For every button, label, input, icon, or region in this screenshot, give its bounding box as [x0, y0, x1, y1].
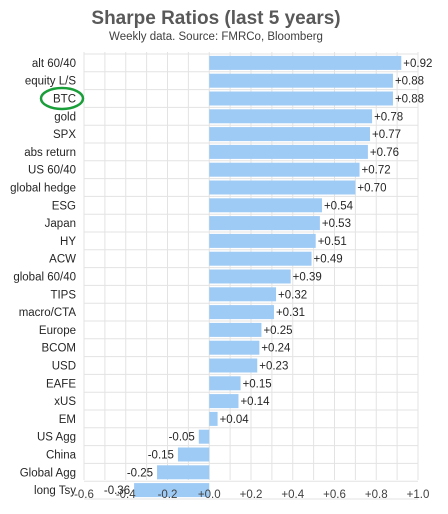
- category-label: BCOM: [42, 343, 77, 355]
- value-label: -0.05: [169, 432, 195, 444]
- value-label: -0.25: [127, 467, 153, 479]
- bar-us-agg: [198, 429, 210, 444]
- category-label: equity L/S: [25, 76, 76, 88]
- highlight: [39, 86, 85, 111]
- value-label: +0.70: [357, 183, 386, 195]
- category-label: TIPS: [50, 289, 76, 301]
- x-tick-label: -0.6: [74, 489, 94, 501]
- category-label: HY: [60, 236, 76, 248]
- category-label: ESG: [52, 200, 76, 212]
- value-label: +0.15: [243, 378, 272, 390]
- category-label: gold: [54, 111, 76, 123]
- value-label: +0.23: [259, 361, 288, 373]
- category-label: global hedge: [10, 183, 76, 195]
- value-label: +0.77: [372, 129, 401, 141]
- category-label: USD: [52, 361, 76, 373]
- bar-abs-return: [209, 144, 368, 159]
- value-label: -0.36: [104, 485, 130, 497]
- value-label: +0.25: [263, 325, 292, 337]
- bar-global-agg: [157, 465, 210, 480]
- bars: [134, 55, 402, 498]
- bar-esg: [209, 198, 322, 213]
- bar-em: [209, 411, 218, 426]
- value-label: +0.88: [395, 94, 424, 106]
- x-tick-label: +1.0: [407, 489, 430, 501]
- value-label: +0.14: [240, 396, 270, 408]
- bar-alt-60-40: [209, 55, 402, 70]
- bar-long-tsy: [134, 483, 210, 498]
- value-label: -0.15: [148, 450, 174, 462]
- value-label: +0.49: [314, 254, 343, 266]
- x-tick-label: -0.2: [158, 489, 178, 501]
- category-label: long Tsy: [34, 485, 76, 497]
- value-label: +0.04: [220, 414, 250, 426]
- x-tick-label: +0.8: [365, 489, 388, 501]
- category-label: EM: [59, 414, 76, 426]
- bar-japan: [209, 216, 320, 231]
- x-tick-label: +0.0: [198, 489, 221, 501]
- x-axis-ticks: -0.6 -0.4 -0.2 +0.0 +0.2 +0.4 +0.6 +0.8 +1.0: [74, 489, 429, 501]
- category-label: Japan: [45, 218, 76, 230]
- value-label: +0.92: [403, 58, 432, 70]
- bar-eafe: [209, 376, 241, 391]
- value-label: +0.32: [278, 289, 307, 301]
- bar-tips: [209, 287, 277, 302]
- bar-global-60-40: [209, 269, 291, 284]
- category-label: Europe: [39, 325, 76, 337]
- value-label: +0.53: [322, 218, 351, 230]
- category-label: China: [46, 450, 77, 462]
- bar-europe: [209, 322, 262, 337]
- value-labels: +0.92 +0.88 +0.88 +0.78 +0.77 +0.76 +0.72 +0.70…: [104, 58, 433, 497]
- grid-lines: [83, 52, 419, 500]
- category-label: US 60/40: [28, 165, 76, 177]
- category-label: Global Agg: [20, 467, 76, 479]
- value-label: +0.51: [318, 236, 347, 248]
- x-tick-label: +0.4: [281, 489, 304, 501]
- category-labels: alt 60/40 equity L/S BTC gold SPX abs return U…: [10, 58, 76, 497]
- category-label: abs return: [24, 147, 76, 159]
- value-label: +0.76: [370, 147, 399, 159]
- value-label: +0.72: [362, 165, 391, 177]
- category-label: global 60/40: [13, 272, 76, 284]
- bar-china: [177, 447, 210, 462]
- bar-global-hedge: [209, 180, 356, 195]
- category-label: xUS: [54, 396, 76, 408]
- value-label: +0.39: [293, 272, 322, 284]
- x-tick-label: +0.6: [323, 489, 346, 501]
- bar-hy: [209, 233, 316, 248]
- value-label: +0.88: [395, 76, 424, 88]
- category-label: BTC: [53, 94, 76, 106]
- value-label: +0.31: [276, 307, 305, 319]
- bar-bcom: [209, 340, 260, 355]
- bar-usd: [209, 358, 258, 373]
- bar-xus: [209, 394, 239, 409]
- category-label: EAFE: [46, 378, 76, 390]
- category-label: SPX: [53, 129, 76, 141]
- value-label: +0.78: [374, 111, 403, 123]
- bar-gold: [209, 109, 373, 124]
- chart-title: Sharpe Ratios (last 5 years): [91, 8, 340, 29]
- bar-acw: [209, 251, 312, 266]
- value-label: +0.24: [261, 343, 291, 355]
- bar-equity-l-s: [209, 73, 393, 88]
- category-label: alt 60/40: [32, 58, 76, 70]
- highlight-ellipse: [39, 86, 85, 111]
- bar-macro-cta: [209, 305, 274, 320]
- value-label: +0.54: [324, 200, 354, 212]
- bar-btc: [209, 91, 393, 106]
- category-label: macro/CTA: [19, 307, 77, 319]
- category-label: US Agg: [37, 432, 76, 444]
- chart-subtitle: Weekly data. Source: FMRCo, Bloomberg: [109, 31, 323, 43]
- bar-us-60-40: [209, 162, 360, 177]
- x-tick-label: -0.4: [116, 489, 136, 501]
- bar-spx: [209, 127, 370, 142]
- category-label: ACW: [49, 254, 76, 266]
- x-tick-label: +0.2: [240, 489, 263, 501]
